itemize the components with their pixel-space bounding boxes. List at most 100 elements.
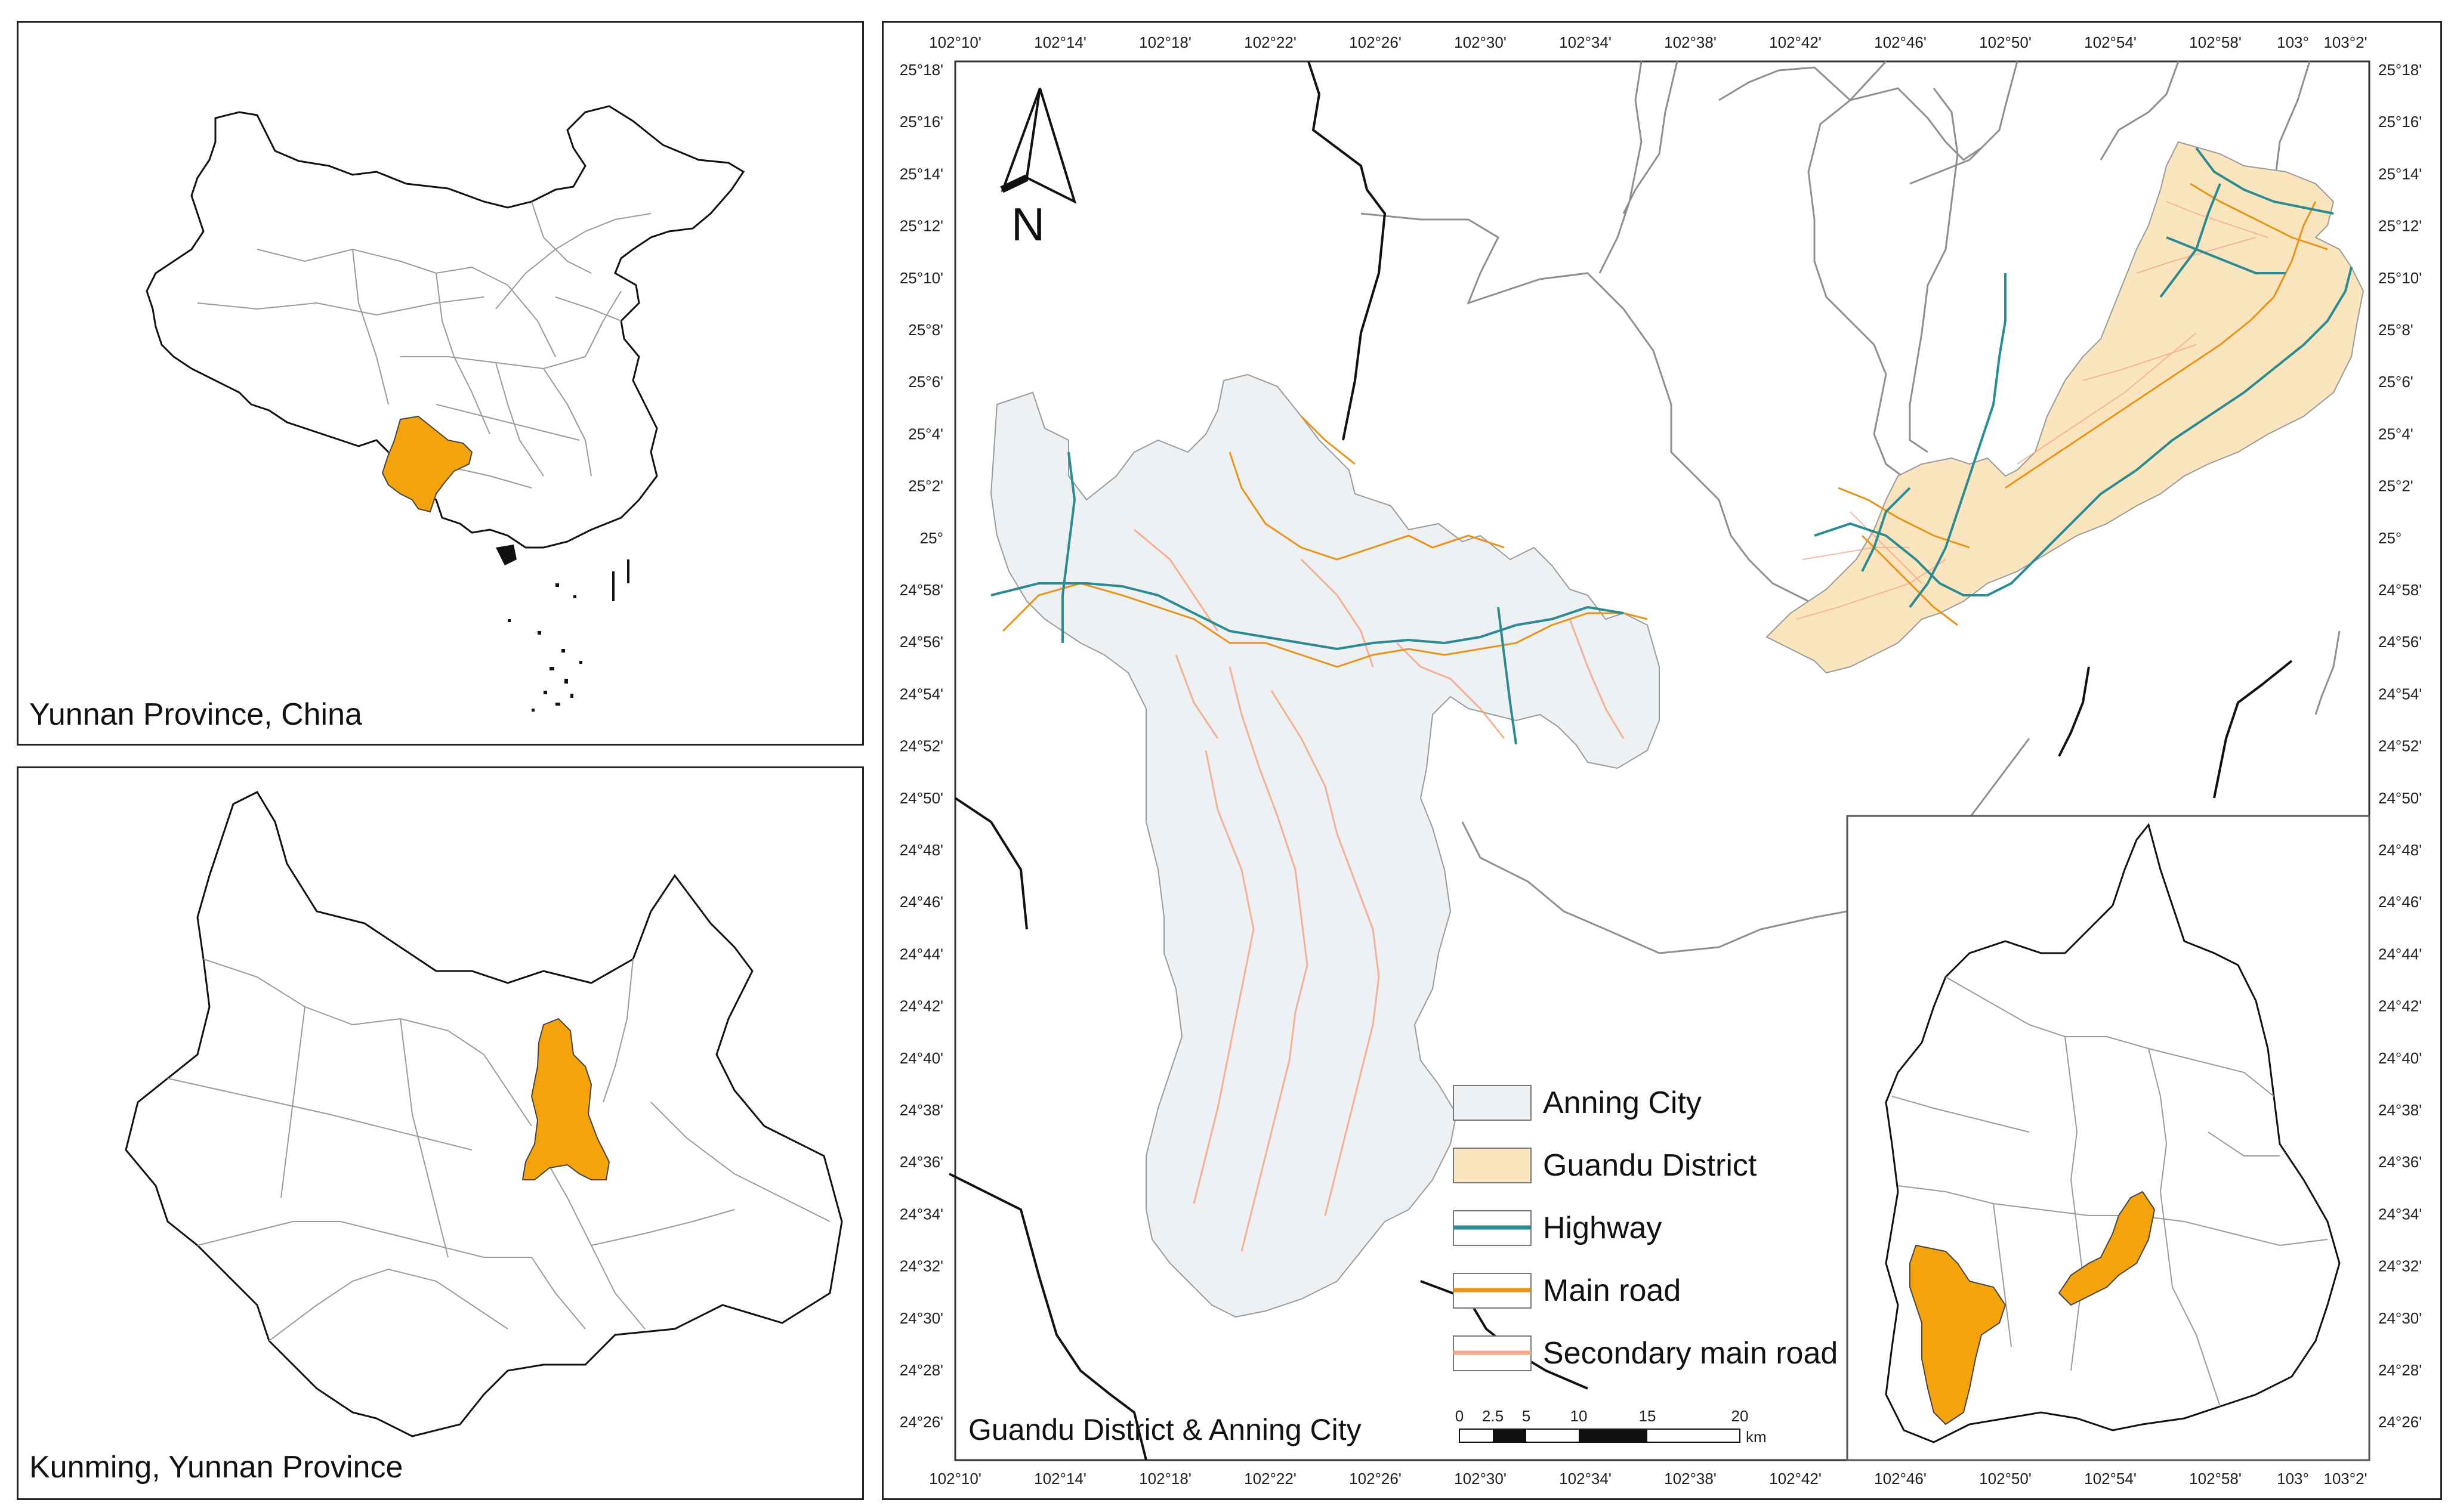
right-tick-label: 25°14' [2378, 165, 2422, 183]
top-tick-label: 102°22' [1244, 33, 1297, 51]
left-tick-label: 25°10' [900, 269, 943, 287]
right-tick-label: 24°54' [2378, 685, 2422, 703]
scale-bar-label: 15 [1639, 1407, 1656, 1425]
legend-item: Highway [1453, 1210, 1662, 1246]
right-tick-label: 24°32' [2378, 1257, 2422, 1275]
right-tick-label: 24°34' [2378, 1205, 2422, 1223]
left-tick-label: 24°34' [900, 1205, 943, 1223]
anning-secondary-roads [1134, 528, 1625, 1252]
province-boundaries [197, 201, 652, 488]
right-tick-label: 24°50' [2378, 789, 2422, 807]
left-tick-label: 25°6' [908, 373, 943, 391]
yunnan-outline [125, 791, 843, 1437]
right-tick-label: 24°42' [2378, 997, 2422, 1015]
left-tick-label: 24°56' [900, 633, 943, 651]
legend-item: Anning City [1453, 1085, 1702, 1121]
left-tick-label: 25°18' [900, 61, 943, 79]
right-tick-label: 24°44' [2378, 945, 2422, 963]
south-china-sea-islands [496, 545, 629, 712]
guandu-secondary-roads [1796, 201, 2268, 620]
china-map-panel: Yunnan Province, China [17, 21, 864, 746]
legend-item: Guandu District [1453, 1148, 1757, 1183]
scale-bar-label: 5 [1522, 1407, 1530, 1425]
left-tick-label: 24°46' [900, 893, 943, 911]
left-tick-label: 24°54' [900, 685, 943, 703]
top-tick-label: 102°18' [1139, 33, 1191, 51]
anning-highways [990, 452, 1624, 745]
top-tick-label: 102°38' [1664, 33, 1717, 51]
left-tick-label: 25°4' [908, 425, 943, 443]
kunming-inset-internal [1891, 976, 2328, 1407]
left-tick-label: 25° [920, 529, 943, 547]
legend-label: Anning City [1543, 1086, 1702, 1120]
guandu-highways [1814, 147, 2353, 608]
right-tick-label: 24°30' [2378, 1309, 2422, 1327]
right-tick-label: 24°38' [2378, 1101, 2422, 1119]
bottom-longitude-ticks: 102°10' 102°14' 102°18' 102°22' 102°26' 102°3… [929, 1470, 2367, 1488]
right-tick-label: 24°36' [2378, 1153, 2422, 1171]
left-tick-label: 24°42' [900, 997, 943, 1015]
left-tick-label: 24°36' [900, 1153, 943, 1171]
top-tick-label: 102°50' [1979, 33, 2032, 51]
left-tick-label: 24°32' [900, 1257, 943, 1275]
right-tick-label: 25°16' [2378, 113, 2422, 131]
right-tick-label: 24°28' [2378, 1361, 2422, 1379]
main-panel-caption: Guandu District & Anning City [968, 1413, 1362, 1446]
left-latitude-ticks: 25°18' 25°16' 25°14' 25°12' 25°10' 25°8' 25°6'… [900, 61, 943, 1431]
bottom-tick-label: 102°50' [1979, 1470, 2032, 1488]
bottom-tick-label: 102°10' [929, 1470, 981, 1488]
map-frame [954, 60, 2370, 1461]
top-tick-label: 102°30' [1454, 33, 1507, 51]
top-tick-label: 103° [2277, 33, 2309, 51]
scale-bar-unit: km [1746, 1428, 1767, 1446]
right-tick-label: 25°6' [2378, 373, 2413, 391]
guandu-inset-highlight [2058, 1191, 2156, 1306]
right-tick-label: 24°56' [2378, 633, 2422, 651]
top-tick-label: 102°14' [1034, 33, 1086, 51]
prefecture-boundaries [167, 958, 831, 1341]
bottom-tick-label: 102°30' [1454, 1470, 1507, 1488]
left-tick-label: 24°52' [900, 737, 943, 755]
bottom-tick-label: 102°46' [1874, 1470, 1927, 1488]
north-arrow-label: N [1011, 198, 1045, 251]
top-tick-label: 102°54' [2084, 33, 2137, 51]
left-tick-label: 25°16' [900, 113, 943, 131]
left-tick-label: 24°30' [900, 1309, 943, 1327]
guandu-district-area [1765, 141, 2365, 674]
scale-bar-label: 2.5 [1482, 1407, 1504, 1425]
bottom-tick-label: 103°2' [2323, 1470, 2367, 1488]
bottom-tick-label: 102°14' [1034, 1470, 1086, 1488]
bottom-tick-label: 102°38' [1664, 1470, 1717, 1488]
left-tick-label: 24°48' [900, 841, 943, 859]
kunming-inset-outline [1885, 823, 2341, 1443]
bottom-tick-label: 102°54' [2084, 1470, 2137, 1488]
left-tick-label: 24°38' [900, 1101, 943, 1119]
top-tick-label: 102°26' [1349, 33, 1402, 51]
right-tick-label: 24°52' [2378, 737, 2422, 755]
scale-bar-label: 20 [1731, 1407, 1749, 1425]
top-tick-label: 102°34' [1559, 33, 1612, 51]
left-tick-label: 25°8' [908, 321, 943, 339]
bottom-tick-label: 103° [2277, 1470, 2309, 1488]
top-longitude-ticks: 102°10' 102°14' 102°18' 102°22' 102°26' 102°3… [929, 33, 2367, 51]
bottom-tick-label: 102°34' [1559, 1470, 1612, 1488]
bottom-tick-label: 102°18' [1139, 1470, 1191, 1488]
anning-inset-highlight [1909, 1244, 2007, 1426]
right-latitude-ticks: 25°18' 25°16' 25°14' 25°12' 25°10' 25°8' 25°6'… [2378, 61, 2422, 1431]
right-tick-label: 25°8' [2378, 321, 2413, 339]
top-tick-label: 102°46' [1874, 33, 1927, 51]
legend-swatch [1453, 1148, 1532, 1183]
scale-bar-label: 0 [1455, 1407, 1464, 1425]
yunnan-map [125, 791, 843, 1437]
right-tick-label: 24°48' [2378, 841, 2422, 859]
china-map [146, 105, 745, 712]
kunming-inset [1846, 815, 2370, 1461]
scale-bar: 0 2.5 5 10 15 20 km [1455, 1407, 1767, 1446]
legend-label: Guandu District [1543, 1148, 1757, 1183]
china-panel-caption: Yunnan Province, China [29, 697, 362, 732]
legend-label: Highway [1543, 1211, 1662, 1245]
right-tick-label: 24°40' [2378, 1049, 2422, 1067]
left-tick-label: 24°28' [900, 1361, 943, 1379]
bottom-tick-label: 102°22' [1244, 1470, 1297, 1488]
legend-swatch [1453, 1085, 1532, 1121]
